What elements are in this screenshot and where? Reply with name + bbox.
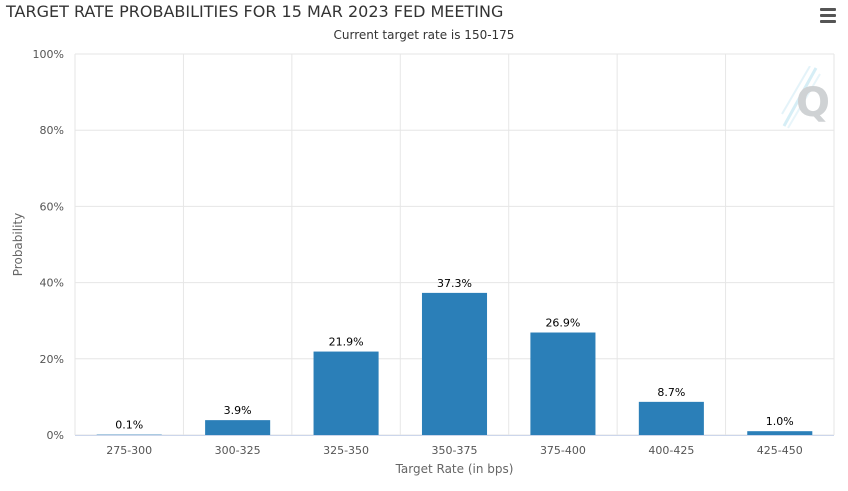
y-tick-label: 40% xyxy=(40,277,64,290)
bar-layer xyxy=(96,292,813,435)
svg-text:Q: Q xyxy=(796,80,830,126)
x-tick-label: 425-450 xyxy=(757,444,803,457)
y-tick-label: 0% xyxy=(47,429,64,442)
q-logo-icon: Q xyxy=(781,66,830,129)
chart-title: TARGET RATE PROBABILITIES FOR 15 MAR 202… xyxy=(6,2,504,21)
bar[interactable] xyxy=(747,431,813,435)
label-layer: 0.1% 3.9% 21.9% 37.3% 26.9% 8.7% 1.0% xyxy=(115,277,794,432)
x-tick-label: 375-400 xyxy=(540,444,586,457)
data-label: 37.3% xyxy=(437,277,472,290)
y-tick-label: 20% xyxy=(40,353,64,366)
x-tick-label: 300-325 xyxy=(215,444,261,457)
x-tick-label: 400-425 xyxy=(648,444,694,457)
data-label: 0.1% xyxy=(115,419,143,432)
bar[interactable] xyxy=(421,292,488,435)
data-label: 3.9% xyxy=(224,404,252,417)
data-label: 1.0% xyxy=(766,415,794,428)
y-tick-label: 80% xyxy=(40,124,64,137)
data-label: 26.9% xyxy=(545,317,580,330)
x-tick-label: 350-375 xyxy=(432,444,478,457)
bar[interactable] xyxy=(638,401,704,435)
axis-layer: 0% 20% 40% 60% 80% 100% 275-300 300-325 325-350 3… xyxy=(33,48,834,457)
bar[interactable] xyxy=(530,332,596,435)
x-tick-label: 275-300 xyxy=(106,444,152,457)
y-tick-label: 100% xyxy=(33,48,64,61)
bar[interactable] xyxy=(205,420,271,435)
hamburger-menu-icon[interactable] xyxy=(818,8,840,26)
y-axis-title: Probability xyxy=(11,213,25,276)
bar[interactable] xyxy=(313,351,379,435)
x-tick-label: 325-350 xyxy=(323,444,369,457)
x-axis-title: Target Rate (in bps) xyxy=(395,462,514,476)
data-label: 21.9% xyxy=(329,336,364,349)
data-label: 8.7% xyxy=(657,386,685,399)
chart-subtitle: Current target rate is 150-175 xyxy=(333,28,515,42)
y-tick-label: 60% xyxy=(40,200,64,213)
